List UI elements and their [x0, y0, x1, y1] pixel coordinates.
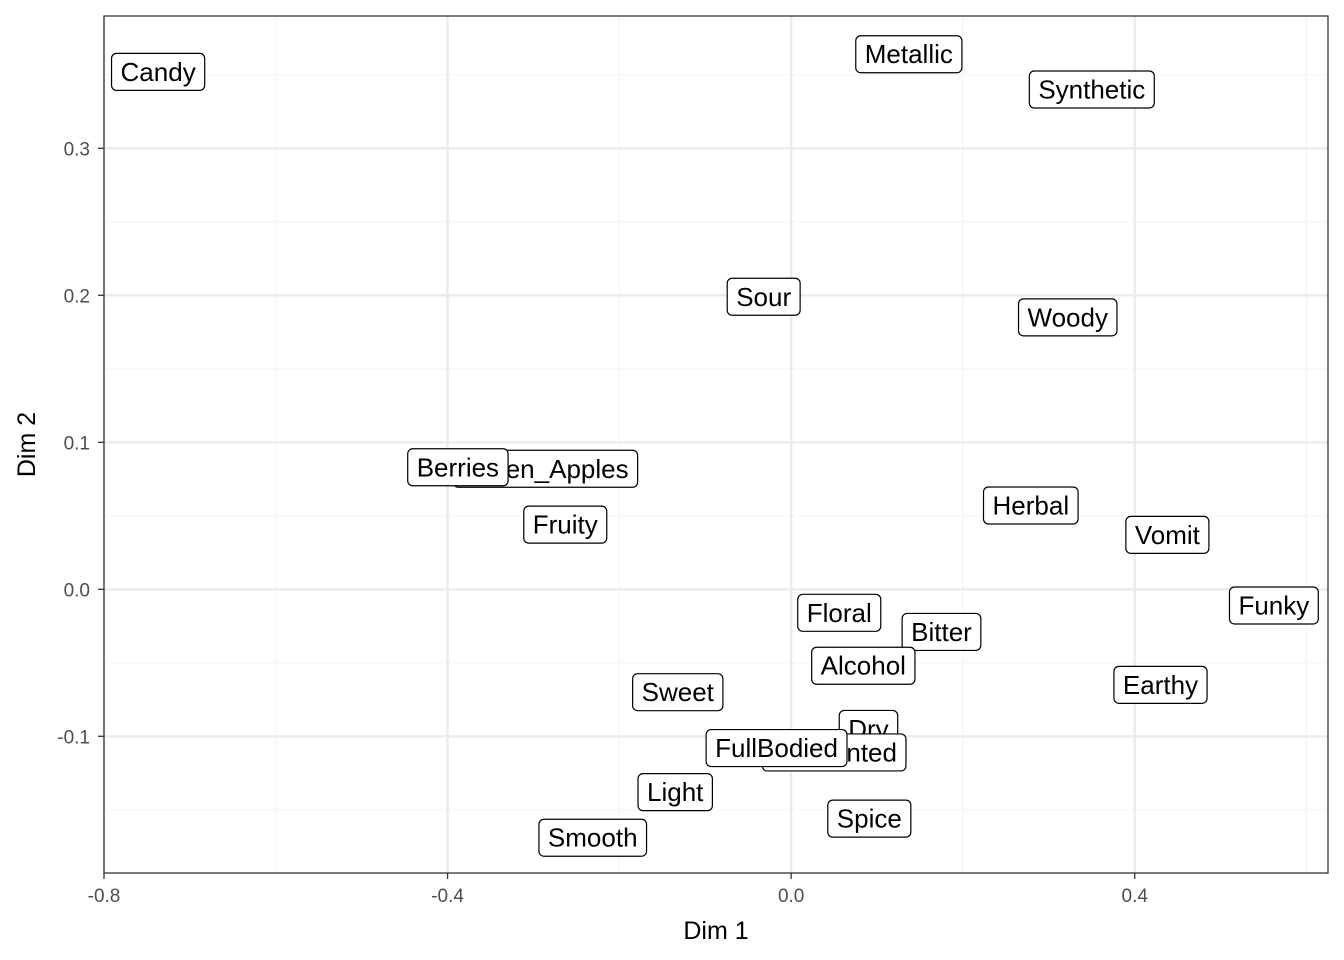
x-tick-label: 0.0 [778, 886, 804, 907]
label-box [538, 818, 648, 857]
label-text: Spice [837, 804, 902, 834]
y-tick-label: 0.2 [64, 286, 90, 307]
point-label-herbal: Herbal [982, 486, 1079, 525]
label-box [1113, 665, 1208, 704]
label-box [1017, 298, 1118, 337]
label-box [827, 799, 912, 838]
point-label-earthy: Earthy [1113, 665, 1208, 704]
x-tick-label: 0.4 [1122, 886, 1149, 907]
y-axis-title: Dim 2 [13, 412, 41, 477]
label-text: Metallic [865, 39, 953, 69]
point-label-berries: Berries [407, 448, 509, 487]
label-text: Berries [417, 452, 499, 482]
label-box [1125, 515, 1210, 555]
label-text: FullBodied [715, 733, 838, 763]
label-box [632, 673, 724, 712]
label-text: Bitter [911, 617, 972, 647]
label-text: Vomit [1135, 520, 1201, 550]
point-label-spice: Spice [827, 799, 912, 838]
label-box [855, 35, 963, 74]
label-box [1028, 70, 1155, 109]
x-tick-label: -0.8 [88, 886, 121, 907]
point-label-candy: Candy [110, 52, 206, 91]
point-label-floral: Floral [797, 593, 882, 632]
label-box [110, 52, 206, 91]
x-axis-title: Dim 1 [683, 917, 748, 945]
point-label-funky: Funky [1228, 586, 1319, 625]
point-label-light: Light [637, 773, 713, 812]
label-text: Light [647, 777, 704, 807]
label-box [726, 277, 801, 316]
label-text: Sweet [642, 677, 715, 707]
label-text: Sour [736, 282, 791, 312]
point-label-fruity: Fruity [523, 505, 608, 544]
point-label-bitter: Bitter [901, 612, 982, 652]
label-box [407, 448, 509, 487]
label-box [705, 728, 848, 768]
point-label-alcohol: Alcohol [811, 646, 916, 685]
label-text: Floral [807, 598, 872, 628]
label-box [982, 486, 1079, 525]
label-box [637, 773, 713, 812]
point-label-woody: Woody [1017, 298, 1118, 337]
point-label-sour: Sour [726, 277, 801, 316]
axis-ticks: -0.8 -0.4 0.0 0.4 -0.1 0.0 0.1 0.2 0.3 [57, 139, 1148, 907]
y-tick-label: 0.1 [64, 433, 90, 454]
label-box [901, 612, 982, 652]
data-labels: CandyMetallicSyntheticSourWoodyGreen_App… [110, 35, 1319, 857]
y-tick-label: -0.1 [57, 727, 90, 748]
point-label-sweet: Sweet [632, 673, 724, 712]
label-text: Herbal [993, 491, 1070, 521]
label-text: Fruity [533, 510, 598, 540]
point-label-vomit: Vomit [1125, 515, 1210, 555]
label-box [1228, 586, 1319, 625]
label-box [811, 646, 916, 685]
label-text: Candy [121, 57, 196, 87]
label-text: Alcohol [821, 651, 906, 681]
label-box [523, 505, 608, 544]
label-text: Smooth [548, 823, 638, 853]
label-text: Synthetic [1038, 74, 1145, 104]
point-label-metallic: Metallic [855, 35, 963, 74]
label-box [797, 593, 882, 632]
label-text: Funky [1238, 590, 1309, 620]
point-label-synthetic: Synthetic [1028, 70, 1155, 109]
point-label-fullbodied: FullBodied [705, 728, 848, 768]
panel-border [103, 15, 1329, 874]
point-label-smooth: Smooth [538, 818, 648, 857]
y-tick-label: 0.0 [64, 580, 90, 601]
y-tick-label: 0.3 [64, 139, 90, 160]
x-tick-label: -0.4 [431, 886, 464, 907]
label-text: Earthy [1123, 670, 1198, 700]
label-text: Woody [1028, 302, 1108, 332]
